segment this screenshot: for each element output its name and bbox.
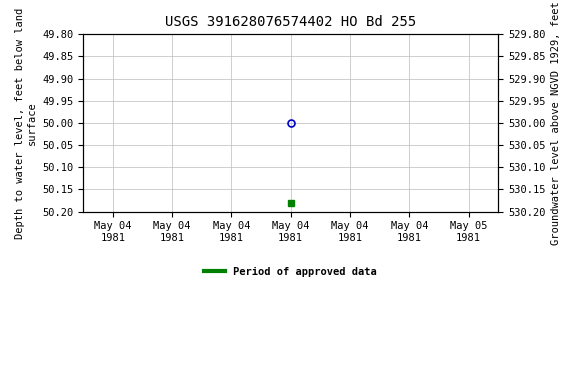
Legend: Period of approved data: Period of approved data	[200, 263, 381, 281]
Y-axis label: Groundwater level above NGVD 1929, feet: Groundwater level above NGVD 1929, feet	[551, 1, 561, 245]
Title: USGS 391628076574402 HO Bd 255: USGS 391628076574402 HO Bd 255	[165, 15, 416, 29]
Y-axis label: Depth to water level, feet below land
surface: Depth to water level, feet below land su…	[15, 7, 37, 238]
